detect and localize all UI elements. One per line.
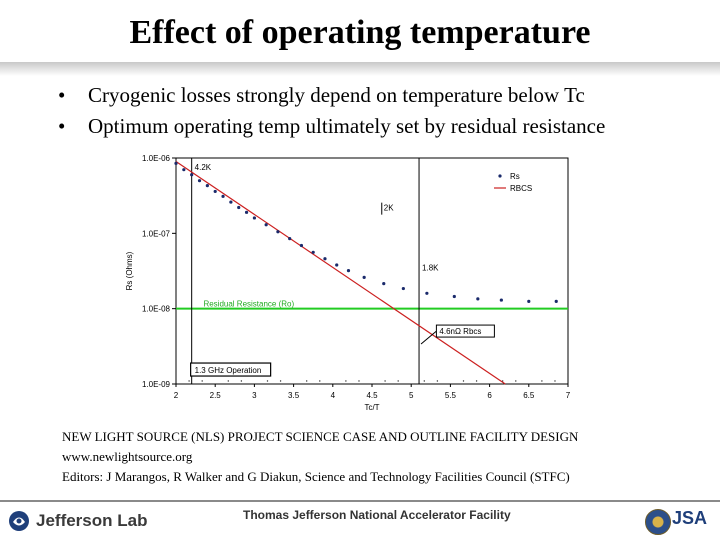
rs-data-point <box>362 275 366 280</box>
rs-data-point <box>276 230 280 234</box>
bullet-list: Cryogenic losses strongly depend on temp… <box>58 80 605 142</box>
rs-data-point <box>476 297 480 301</box>
rs-data-point <box>311 250 315 254</box>
rs-data-point <box>197 179 202 183</box>
minor-tick-dot <box>279 380 282 382</box>
x-tick-label: 3.5 <box>288 391 300 400</box>
jlab-logo-icon <box>9 511 29 531</box>
x-tick-label: 5 <box>409 391 414 400</box>
x-tick-label: 4 <box>331 391 336 400</box>
rs-data-point <box>323 257 327 261</box>
slide-title: Effect of operating temperature <box>129 14 591 51</box>
rbcs-line <box>175 160 506 385</box>
minor-tick-dot <box>227 380 229 382</box>
rs-data-point <box>182 168 186 172</box>
rs-data-point <box>425 291 429 295</box>
rs-data-point <box>237 205 241 210</box>
minor-tick-dot <box>305 380 308 382</box>
rs-data-point <box>527 299 531 303</box>
minor-tick-dot <box>554 380 556 382</box>
minor-tick-dot <box>541 380 543 382</box>
minor-tick-dot <box>475 380 478 382</box>
rs-vs-temperature-chart: 1.0E-06 1.0E-07 1.0E-08 1.0E-092 2.5 3 3.5 4 4.5… <box>125 154 571 412</box>
rs-data-point <box>299 243 304 248</box>
x-tick-label: 2 <box>174 391 179 400</box>
x-tick-label: 2.5 <box>210 391 222 400</box>
y-tick-label: 1.0E-07 <box>142 229 171 238</box>
minor-tick-dot <box>345 380 347 382</box>
rs-data-point <box>244 210 249 214</box>
jsa-logo: JSA <box>672 508 708 528</box>
y-tick-label: 1.0E-09 <box>142 380 171 389</box>
minor-tick-dot <box>319 380 321 382</box>
minor-tick-dot <box>515 380 517 382</box>
footer: Jefferson Lab Thomas Jefferson National … <box>0 500 720 540</box>
x-tick-label: 4.5 <box>366 391 378 400</box>
y-tick-label: 1.0E-06 <box>142 154 171 163</box>
minor-tick-dot <box>384 380 386 382</box>
rs-data-point <box>288 237 292 241</box>
x-axis-label: Tc/T <box>364 403 379 412</box>
facility-name: Thomas Jefferson National Accelerator Fa… <box>243 508 511 522</box>
rs-data-point <box>252 216 256 220</box>
rs-data-point <box>174 161 178 165</box>
title-underline <box>0 62 720 76</box>
bullet-item: Cryogenic losses strongly depend on temp… <box>58 80 605 111</box>
rs-data-point <box>452 294 456 299</box>
temperature-marker-label: 4.2K <box>195 163 212 172</box>
x-tick-label: 6.5 <box>523 391 535 400</box>
y-tick-label: 1.0E-08 <box>142 305 171 314</box>
reference-link[interactable]: www.newlightsource.org <box>62 449 193 464</box>
x-tick-label: 3 <box>252 391 257 400</box>
rs-data-point <box>229 200 233 204</box>
doe-seal-icon <box>645 509 671 535</box>
rs-data-point <box>190 173 194 177</box>
rs-data-point <box>382 282 386 286</box>
rs-data-point <box>213 189 217 194</box>
plot-area <box>175 157 569 385</box>
reference-editors: Editors: J Marangos, R Walker and G Diak… <box>62 469 570 484</box>
rs-data-point <box>335 263 339 267</box>
legend-rs-label: Rs <box>510 172 520 181</box>
rs-data-point <box>221 194 225 198</box>
annotation-2k: 2K <box>384 204 394 213</box>
bullet-item: Optimum operating temp ultimately set by… <box>58 111 605 142</box>
rs-data-point <box>205 184 209 188</box>
x-tick-label: 7 <box>566 391 571 400</box>
minor-tick-dot <box>266 380 269 382</box>
minor-tick-dot <box>240 380 243 382</box>
legend-rs-marker <box>498 174 502 178</box>
minor-tick-dot <box>423 380 425 382</box>
references: NEW LIGHT SOURCE (NLS) PROJECT SCIENCE C… <box>62 427 578 487</box>
jefferson-lab-logo: Jefferson Lab <box>8 510 147 532</box>
rbcs-value-arrow <box>420 330 437 345</box>
x-tick-label: 6 <box>487 391 492 400</box>
x-tick-label: 5.5 <box>445 391 457 400</box>
rs-data-point <box>264 223 268 227</box>
minor-tick-dot <box>397 380 399 382</box>
rs-data-point <box>346 269 351 273</box>
y-axis-label: Rs (Ohms) <box>125 251 134 290</box>
minor-tick-dot <box>436 380 439 382</box>
rs-data-point <box>499 298 503 302</box>
footer-divider <box>0 500 720 502</box>
minor-tick-dot <box>462 380 465 382</box>
minor-tick-dot <box>188 380 190 382</box>
rs-data-point <box>401 286 405 291</box>
minor-tick-dot <box>358 380 360 382</box>
reference-title: NEW LIGHT SOURCE (NLS) PROJECT SCIENCE C… <box>62 429 579 444</box>
temperature-marker-label: 1.8K <box>422 264 439 273</box>
rbcs-value-label: 4.6nΩ Rbcs <box>439 327 481 336</box>
rs-data-point <box>554 299 558 303</box>
residual-resistance-label: Residual Resistance (Ro) <box>203 300 294 309</box>
logo-text: Jefferson Lab <box>36 511 148 530</box>
minor-tick-dot <box>201 380 203 382</box>
operation-box <box>190 362 272 377</box>
operation-label: 1.3 GHz Operation <box>195 366 262 375</box>
legend-rbcs-label: RBCS <box>510 184 532 193</box>
